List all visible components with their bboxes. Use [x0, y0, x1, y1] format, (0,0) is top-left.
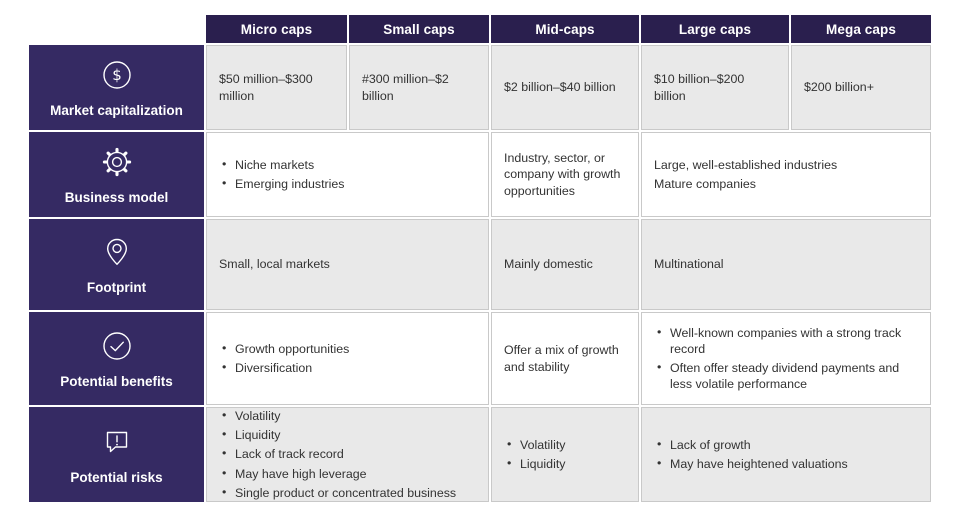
- risks-micro-small-cell: Volatility Liquidity Lack of track recor…: [206, 407, 489, 502]
- business-model-micro-small-cell: Niche markets Emerging industries: [206, 132, 489, 217]
- row-label-text: Market capitalization: [50, 102, 183, 118]
- footprint-mid-cell: Mainly domestic: [491, 219, 639, 310]
- business-model-mid-cell: Industry, sector, or company with growth…: [491, 132, 639, 217]
- market-cap-large-cell: $10 billion–$200 billion: [641, 45, 789, 130]
- column-header-micro-caps: Micro caps: [206, 15, 347, 43]
- column-header-mega-caps: Mega caps: [791, 15, 931, 43]
- column-header-large-caps: Large caps: [641, 15, 789, 43]
- risks-large-mega-cell: Lack of growth May have heightened valua…: [641, 407, 931, 502]
- row-label-text: Potential risks: [70, 469, 163, 485]
- alert-bubble-icon: [99, 424, 135, 460]
- market-cap-mega-cell: $200 billion+: [791, 45, 931, 130]
- row-label-business-model: Business model: [29, 132, 204, 217]
- market-cap-small-cell: #300 million–$2 billion: [349, 45, 489, 130]
- check-circle-icon: [99, 328, 135, 364]
- business-model-large-mega-cell: Large, well-established industries Matur…: [641, 132, 931, 217]
- column-header-small-caps: Small caps: [349, 15, 489, 43]
- benefits-mid-cell: Offer a mix of growth and stability: [491, 312, 639, 405]
- row-label-footprint: Footprint: [29, 219, 204, 310]
- location-pin-icon: [99, 234, 135, 270]
- benefits-large-mega-cell: Well-known companies with a strong track…: [641, 312, 931, 405]
- market-cap-mid-cell: $2 billion–$40 billion: [491, 45, 639, 130]
- row-label-text: Business model: [64, 189, 169, 205]
- column-header-mid-caps: Mid-caps: [491, 15, 639, 43]
- row-label-potential-benefits: Potential benefits: [29, 312, 204, 405]
- footprint-micro-small-cell: Small, local markets: [206, 219, 489, 310]
- benefits-micro-small-cell: Growth opportunities Diversification: [206, 312, 489, 405]
- row-label-potential-risks: Potential risks: [29, 407, 204, 502]
- footprint-large-mega-cell: Multinational: [641, 219, 931, 310]
- svg-text:$: $: [112, 66, 122, 84]
- risks-mid-cell: Volatility Liquidity: [491, 407, 639, 502]
- row-label-text: Potential benefits: [60, 373, 173, 389]
- row-label-text: Footprint: [86, 279, 147, 295]
- row-label-market-capitalization: $ Market capitalization: [29, 45, 204, 130]
- gear-icon: [99, 144, 135, 180]
- market-cap-micro-cell: $50 million–$300 million: [206, 45, 347, 130]
- dollar-circle-icon: $: [99, 57, 135, 93]
- market-cap-comparison-table: Micro caps Small caps Mid-caps Large cap…: [29, 15, 931, 502]
